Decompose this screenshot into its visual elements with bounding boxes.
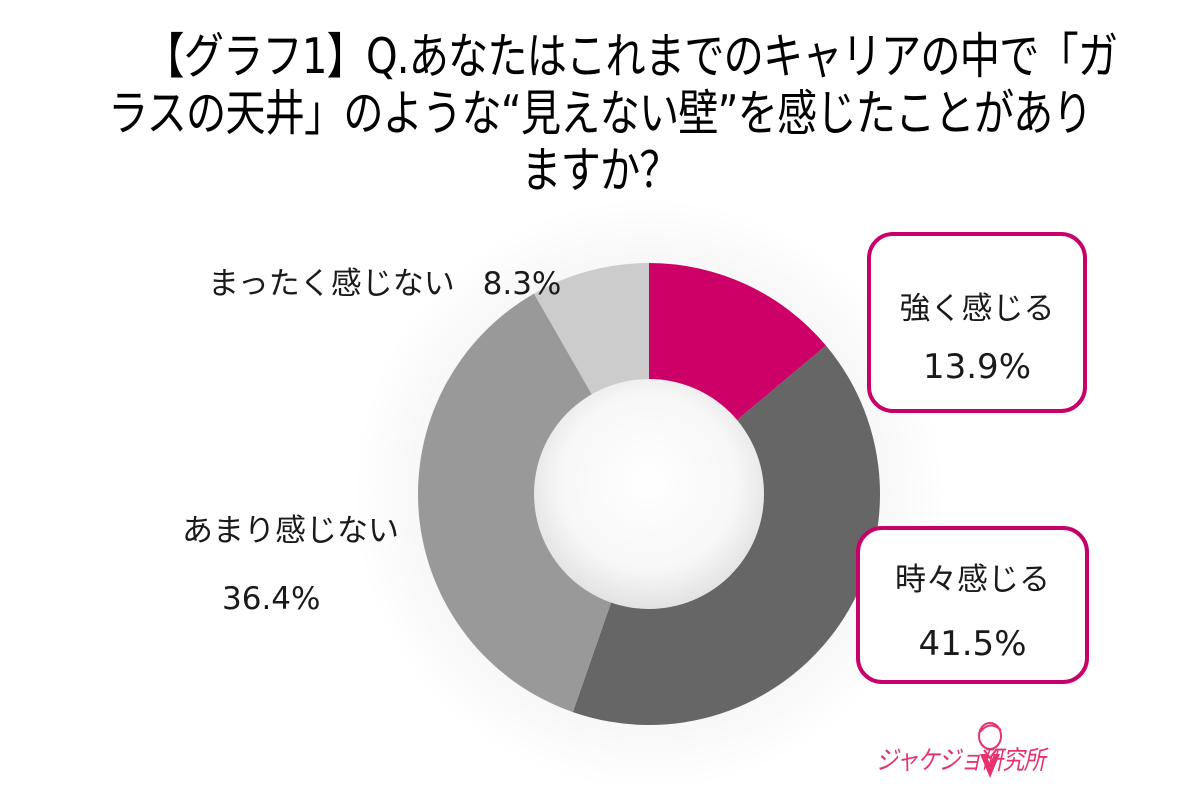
- label-rarely-value: 36.4%: [222, 581, 321, 617]
- label-box-strong: 強く感じる 13.9%: [867, 232, 1087, 413]
- title-line-3: ますか？: [521, 142, 679, 199]
- label-sometimes-value: 41.5%: [918, 624, 1027, 664]
- brand-logo: ジャケジョ研究所: [876, 718, 1076, 788]
- label-rarely-category: あまり感じない: [182, 513, 399, 549]
- label-box-sometimes: 時々感じる 41.5%: [856, 526, 1089, 684]
- label-strong-value: 13.9%: [922, 347, 1031, 387]
- logo-text: ジャケジョ研究所: [876, 746, 1046, 776]
- label-sometimes-category: 時々感じる: [895, 562, 1050, 598]
- label-never-value: 8.3%: [482, 266, 562, 302]
- label-never: まったく感じない 8.3%: [208, 258, 561, 303]
- label-never-category: まったく感じない: [208, 266, 455, 302]
- label-strong-category: 強く感じる: [899, 291, 1055, 327]
- title-line-1: 【グラフ1】Q.あなたはこれまでのキャリアの中で「ガ: [144, 28, 1118, 85]
- donut-hole: [534, 379, 764, 609]
- label-rarely: あまり感じない 36.4%: [182, 497, 399, 633]
- chart-title: 【グラフ1】Q.あなたはこれまでのキャリアの中で「ガ ラスの天井」のような“見え…: [0, 28, 1200, 199]
- title-line-2: ラスの天井」のような“見えない壁”を感じたことがあり: [108, 85, 1093, 142]
- person-in-suit-icon: [978, 722, 1002, 778]
